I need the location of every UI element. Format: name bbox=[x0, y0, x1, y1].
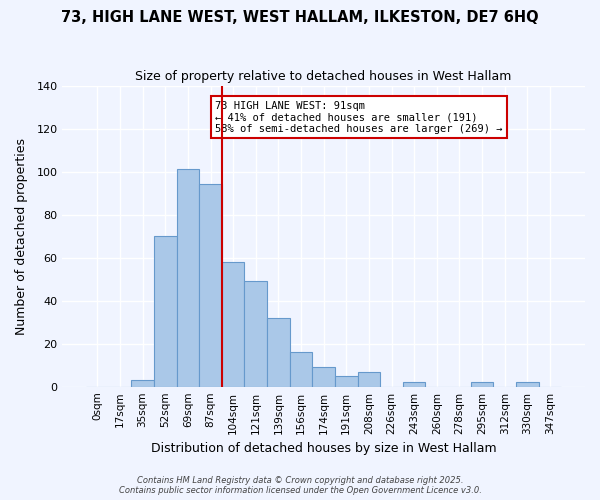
Y-axis label: Number of detached properties: Number of detached properties bbox=[15, 138, 28, 334]
Bar bbox=[290, 352, 313, 386]
Bar bbox=[471, 382, 493, 386]
Bar bbox=[176, 170, 199, 386]
Text: 73, HIGH LANE WEST, WEST HALLAM, ILKESTON, DE7 6HQ: 73, HIGH LANE WEST, WEST HALLAM, ILKESTO… bbox=[61, 10, 539, 25]
Bar bbox=[154, 236, 176, 386]
Bar bbox=[313, 368, 335, 386]
Bar bbox=[403, 382, 425, 386]
Bar bbox=[335, 376, 358, 386]
Bar bbox=[199, 184, 222, 386]
Bar bbox=[516, 382, 539, 386]
Text: Contains HM Land Registry data © Crown copyright and database right 2025.
Contai: Contains HM Land Registry data © Crown c… bbox=[119, 476, 481, 495]
Bar bbox=[244, 282, 267, 387]
Title: Size of property relative to detached houses in West Hallam: Size of property relative to detached ho… bbox=[136, 70, 512, 83]
Bar bbox=[131, 380, 154, 386]
Bar bbox=[267, 318, 290, 386]
X-axis label: Distribution of detached houses by size in West Hallam: Distribution of detached houses by size … bbox=[151, 442, 496, 455]
Bar bbox=[358, 372, 380, 386]
Bar bbox=[222, 262, 244, 386]
Text: 73 HIGH LANE WEST: 91sqm
← 41% of detached houses are smaller (191)
58% of semi-: 73 HIGH LANE WEST: 91sqm ← 41% of detach… bbox=[215, 100, 503, 134]
